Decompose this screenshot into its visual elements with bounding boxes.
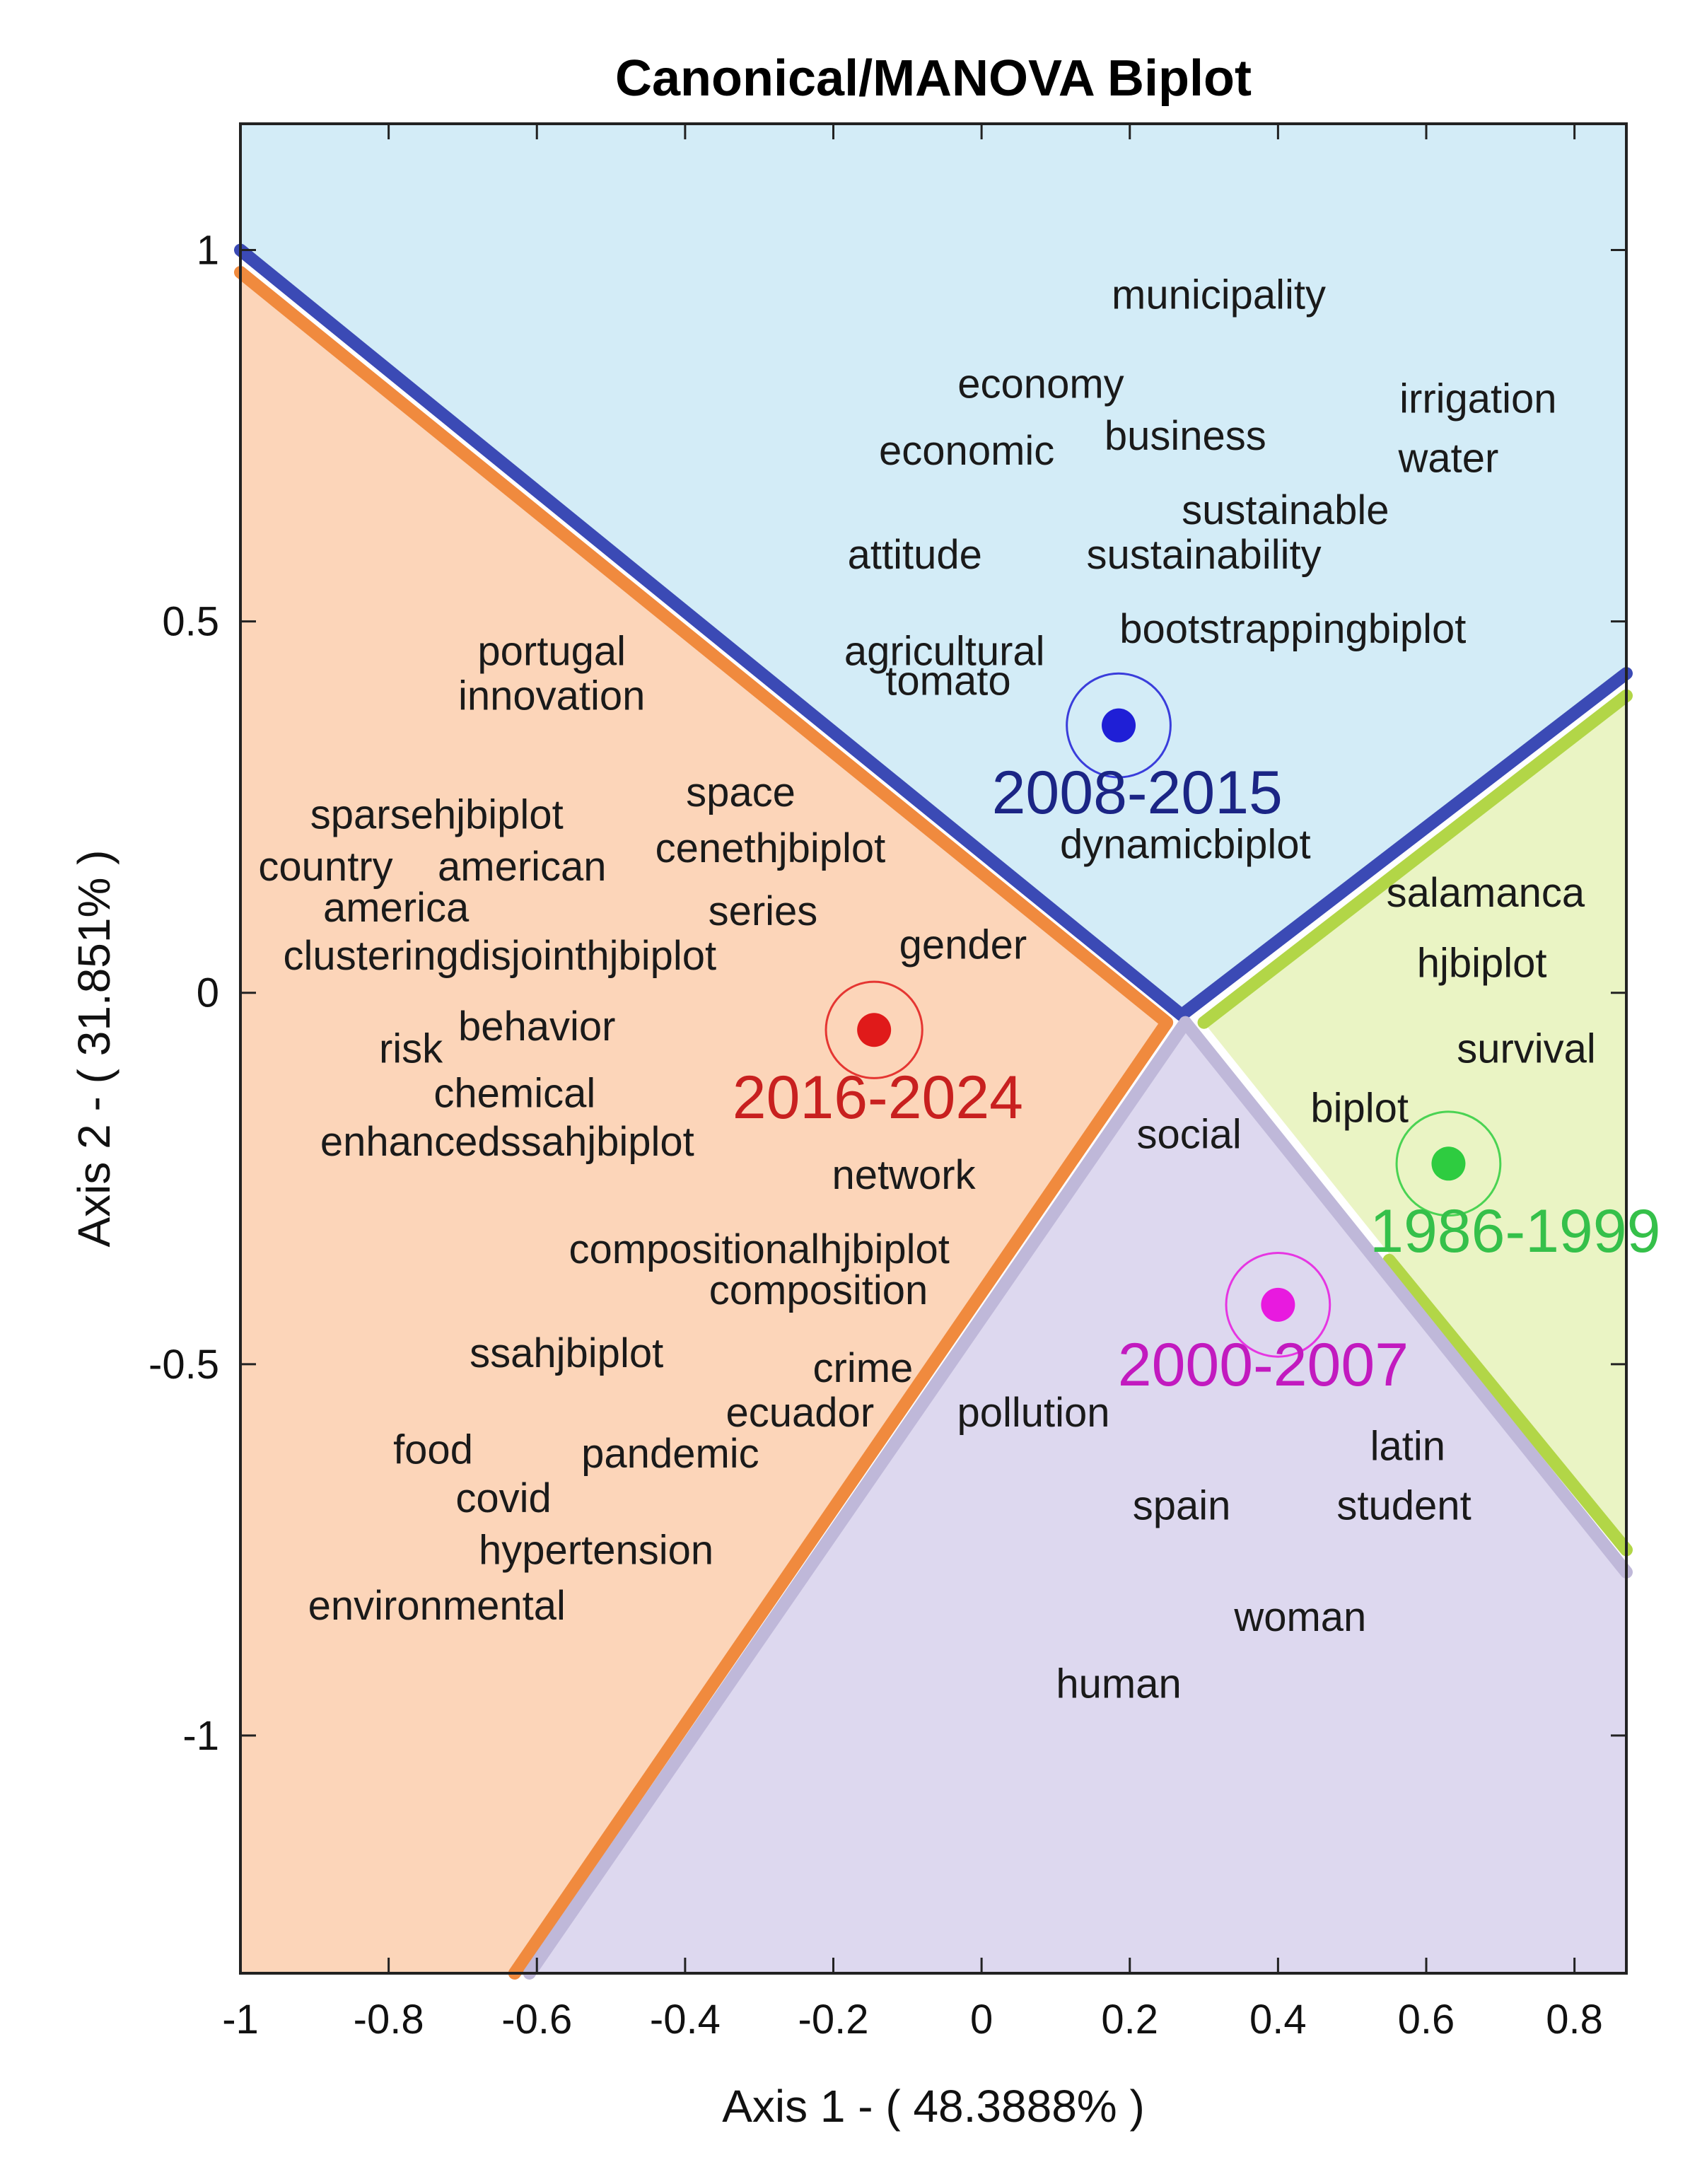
group-label-1986-1999: 1986-1999 xyxy=(1370,1197,1660,1265)
word-label-water: water xyxy=(1398,436,1499,482)
word-label-social: social xyxy=(1136,1111,1241,1157)
word-label-covid: covid xyxy=(455,1475,551,1521)
word-label-america: america xyxy=(323,885,470,931)
confidence-circle-2016-2024 xyxy=(824,980,923,1079)
word-label-risk: risk xyxy=(379,1026,443,1072)
group-centroid-1986-1999 xyxy=(1431,1146,1466,1181)
word-layer: municipality economy irrigation business eco… xyxy=(258,272,1595,1707)
x-tick-label: -0.2 xyxy=(798,1997,869,2043)
word-label-space: space xyxy=(686,769,796,815)
x-tick-label: 0.2 xyxy=(1101,1997,1158,2043)
region-2000-2007 xyxy=(529,1022,1627,1973)
word-label-hypertension: hypertension xyxy=(479,1527,713,1573)
x-axis-label: Axis 1 - ( 48.3888% ) xyxy=(722,2081,1145,2132)
boundary-line-6 xyxy=(523,1016,1192,1980)
word-label-food: food xyxy=(393,1427,473,1473)
x-tick-label: -0.8 xyxy=(354,1997,424,2043)
y-tick-label: 1 xyxy=(197,228,219,274)
word-label-series: series xyxy=(709,888,818,934)
word-label-gender: gender xyxy=(899,922,1027,968)
boundary-line-4 xyxy=(1382,1253,1633,1557)
word-label-municipality: municipality xyxy=(1112,272,1326,318)
word-label-dynamicbiplot: dynamicbiplot xyxy=(1060,822,1311,868)
word-label-innovation: innovation xyxy=(458,673,645,719)
confidence-circle-2000-2007 xyxy=(1225,1251,1331,1358)
chart-title: Canonical/MANOVA Biplot xyxy=(615,50,1252,107)
word-label-business: business xyxy=(1105,413,1266,459)
word-label-attitude: attitude xyxy=(848,532,982,578)
word-label-pollution: pollution xyxy=(957,1390,1109,1436)
word-label-irrigation: irrigation xyxy=(1399,376,1556,422)
word-label-ssahjbiplot: ssahjbiplot xyxy=(470,1330,663,1376)
word-label-crime: crime xyxy=(813,1345,914,1391)
y-axis-label: Axis 2 - ( 31.851% ) xyxy=(69,850,120,1248)
word-label-sustainable: sustainable xyxy=(1182,487,1389,533)
word-label-cenethjbiplot: cenethjbiplot xyxy=(655,825,886,871)
y-tick-label: -0.5 xyxy=(148,1342,219,1388)
boundary-line-1 xyxy=(234,243,1633,1022)
word-label-chemical: chemical xyxy=(433,1071,595,1117)
group-centroid-2000-2007 xyxy=(1261,1287,1295,1322)
boundary-layer xyxy=(234,243,1633,1980)
word-label-human: human xyxy=(1056,1661,1181,1707)
confidence-circle-2008-2015 xyxy=(1066,672,1172,779)
word-label-economy: economy xyxy=(957,361,1124,407)
x-tick-label: -1 xyxy=(222,1997,259,2043)
confidence-circle-1986-1999 xyxy=(1395,1110,1502,1217)
word-label-agricultural: agricultural xyxy=(844,629,1045,675)
word-label-environmental: environmental xyxy=(308,1583,566,1629)
boundary-line-3 xyxy=(1197,689,1633,1029)
group-label-2000-2007: 2000-2007 xyxy=(1118,1331,1409,1399)
word-label-biplot: biplot xyxy=(1310,1086,1409,1132)
word-label-behavior: behavior xyxy=(458,1004,615,1050)
group-centroid-2016-2024 xyxy=(857,1013,892,1047)
x-tick-label: 0.8 xyxy=(1546,1997,1603,2043)
word-label-compositionalhjbiplot: compositionalhjbiplot xyxy=(569,1226,949,1272)
boundary-line-5 xyxy=(1179,1016,1633,1579)
y-tick-label: 0.5 xyxy=(162,599,219,645)
x-tick-label: 0.4 xyxy=(1249,1997,1307,2043)
word-label-woman: woman xyxy=(1233,1594,1366,1640)
word-label-latin: latin xyxy=(1370,1423,1445,1469)
word-label-spain: spain xyxy=(1133,1482,1231,1528)
word-label-portugal: portugal xyxy=(477,629,626,675)
y-tick-label: -1 xyxy=(182,1713,219,1759)
word-label-sparsehjbiplot: sparsehjbiplot xyxy=(310,792,564,838)
group-centroid-2008-2015 xyxy=(1102,708,1136,743)
region-2008-2015 xyxy=(240,124,1626,1016)
word-label-bootstrappingbiplot: bootstrappingbiplot xyxy=(1119,606,1466,652)
x-tick-label: 0.6 xyxy=(1398,1997,1455,2043)
word-label-pandemic: pandemic xyxy=(581,1431,759,1477)
word-label-ecuador: ecuador xyxy=(726,1390,875,1436)
word-label-survival: survival xyxy=(1457,1026,1596,1072)
group-label-2008-2015: 2008-2015 xyxy=(992,759,1283,827)
plot-frame xyxy=(239,122,1628,1975)
word-label-country: country xyxy=(258,844,392,890)
group-layer: 2008-2015 2016-2024 1986-1999 2000-2007 xyxy=(733,672,1660,1399)
y-tick-label: 0 xyxy=(197,970,219,1016)
word-label-network: network xyxy=(832,1152,977,1198)
region-2016-2024 xyxy=(240,272,1167,1974)
word-label-enhancedssahjbiplot: enhancedssahjbiplot xyxy=(320,1119,694,1165)
region-layer xyxy=(240,124,1627,1974)
word-label-hjbiplot: hjbiplot xyxy=(1417,941,1547,987)
word-label-american: american xyxy=(438,844,607,890)
word-label-composition: composition xyxy=(709,1267,928,1313)
x-tick-label: -0.6 xyxy=(501,1997,572,2043)
word-label-clusteringdisjointhjbiplot: clusteringdisjointhjbiplot xyxy=(284,933,717,979)
tick-layer: -1 -0.8 -0.6 -0.4 -0.2 0 0.2 0.4 0.6 0.8 1 0.5 0 -0.5… xyxy=(148,124,1626,2043)
x-tick-label: 0 xyxy=(970,1997,993,2043)
word-label-sustainability: sustainability xyxy=(1087,532,1322,578)
word-label-student: student xyxy=(1336,1482,1471,1528)
x-tick-label: -0.4 xyxy=(650,1997,721,2043)
word-label-economic: economic xyxy=(879,428,1054,474)
word-label-tomato: tomato xyxy=(885,658,1010,704)
group-label-2016-2024: 2016-2024 xyxy=(733,1064,1023,1132)
word-label-salamanca: salamanca xyxy=(1387,870,1585,916)
boundary-line-2 xyxy=(234,266,1174,1980)
